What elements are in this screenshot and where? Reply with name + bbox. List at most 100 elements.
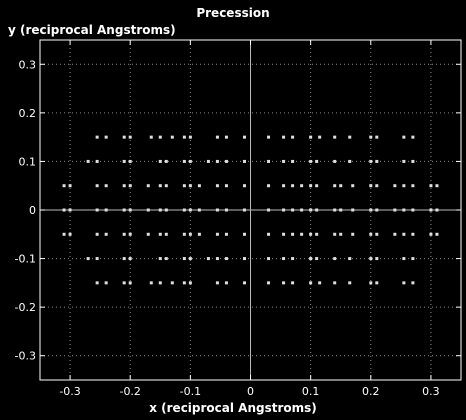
data-point: [267, 159, 271, 163]
data-point: [429, 232, 433, 236]
data-point: [68, 184, 72, 188]
data-point: [128, 159, 132, 163]
data-point: [309, 208, 313, 212]
data-point: [62, 208, 66, 212]
data-point: [149, 135, 153, 139]
data-point: [435, 208, 439, 212]
data-point: [267, 281, 271, 285]
y-tick-label: 0.2: [19, 107, 37, 120]
y-tick-label: -0.2: [15, 301, 36, 314]
data-point: [402, 232, 406, 236]
data-point: [351, 184, 355, 188]
data-point: [282, 159, 286, 163]
data-point: [291, 257, 295, 261]
data-point: [318, 281, 322, 285]
data-point: [215, 281, 219, 285]
data-point: [369, 135, 373, 139]
data-point: [309, 159, 313, 163]
data-point: [351, 232, 355, 236]
data-point: [197, 184, 201, 188]
data-point: [242, 184, 246, 188]
data-point: [104, 208, 108, 212]
data-point: [104, 135, 108, 139]
data-point: [242, 208, 246, 212]
data-point: [122, 281, 126, 285]
data-point: [411, 281, 415, 285]
data-point: [267, 257, 271, 261]
y-tick-label: -0.3: [15, 350, 36, 363]
data-point: [128, 184, 132, 188]
data-point: [68, 208, 72, 212]
data-point: [282, 281, 286, 285]
data-point: [95, 281, 99, 285]
data-point: [197, 232, 201, 236]
data-point: [282, 184, 286, 188]
data-point: [62, 232, 66, 236]
data-point: [348, 159, 352, 163]
data-point: [182, 208, 186, 212]
data-point: [300, 208, 304, 212]
data-point: [164, 257, 168, 261]
data-point: [315, 257, 319, 261]
data-point: [224, 257, 228, 261]
data-point: [351, 208, 355, 212]
data-point: [309, 281, 313, 285]
data-point: [95, 184, 99, 188]
data-point: [128, 232, 132, 236]
data-point: [291, 184, 295, 188]
data-point: [95, 135, 99, 139]
x-tick-label: 0.3: [422, 385, 440, 398]
data-point: [224, 184, 228, 188]
data-point: [315, 184, 319, 188]
data-point: [411, 208, 415, 212]
data-point: [267, 135, 271, 139]
data-point: [146, 208, 150, 212]
data-point: [170, 135, 174, 139]
data-point: [291, 232, 295, 236]
data-point: [122, 232, 126, 236]
data-point: [158, 208, 162, 212]
data-point: [315, 232, 319, 236]
data-point: [122, 159, 126, 163]
data-point: [393, 232, 397, 236]
x-tick-label: 0: [247, 385, 254, 398]
data-point: [282, 232, 286, 236]
data-point: [182, 232, 186, 236]
data-point: [182, 184, 186, 188]
data-point: [282, 135, 286, 139]
chart-title: Precession: [196, 6, 269, 20]
y-tick-label: -0.1: [15, 253, 36, 266]
data-point: [86, 159, 90, 163]
data-point: [429, 184, 433, 188]
data-point: [242, 257, 246, 261]
data-point: [188, 208, 192, 212]
data-point: [215, 135, 219, 139]
x-tick-label: 0.1: [302, 385, 320, 398]
data-point: [62, 184, 66, 188]
data-point: [402, 281, 406, 285]
data-point: [411, 184, 415, 188]
data-point: [170, 281, 174, 285]
data-point: [309, 232, 313, 236]
data-point: [164, 184, 168, 188]
data-point: [402, 135, 406, 139]
data-point: [242, 281, 246, 285]
data-point: [104, 184, 108, 188]
y-tick-label: 0.3: [19, 58, 37, 71]
data-point: [188, 257, 192, 261]
data-point: [215, 208, 219, 212]
data-point: [402, 159, 406, 163]
data-point: [411, 135, 415, 139]
data-point: [282, 208, 286, 212]
data-point: [158, 281, 162, 285]
data-point: [315, 208, 319, 212]
data-point: [375, 281, 379, 285]
data-point: [215, 159, 219, 163]
data-point: [333, 281, 337, 285]
data-point: [348, 135, 352, 139]
data-point: [267, 184, 271, 188]
y-axis-label: y (reciprocal Angstroms): [8, 23, 176, 37]
data-point: [95, 257, 99, 261]
y-tick-label: 0: [29, 204, 36, 217]
